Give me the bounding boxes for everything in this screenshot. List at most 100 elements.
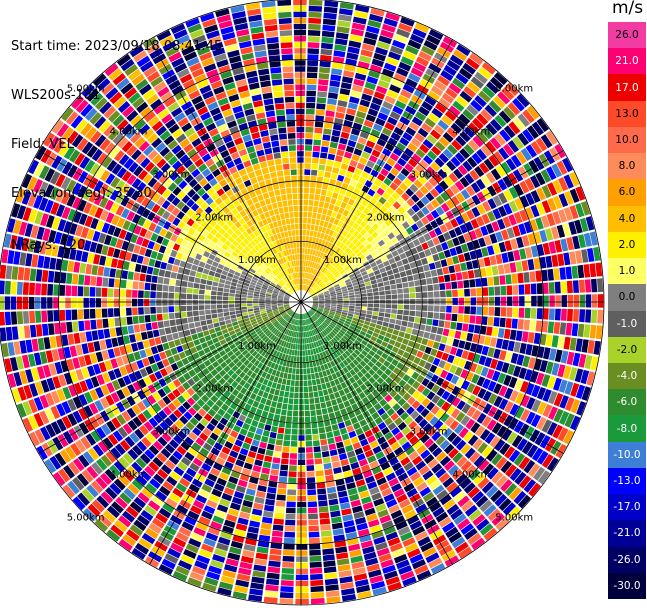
range-gate — [439, 41, 454, 53]
range-gate — [372, 265, 379, 272]
range-gate — [352, 16, 367, 25]
range-gate — [352, 237, 359, 245]
range-gate — [307, 507, 318, 514]
range-gate — [482, 378, 491, 390]
range-gate — [567, 294, 574, 308]
range-gate — [288, 367, 293, 374]
range-gate — [415, 259, 423, 267]
range-gate — [396, 362, 404, 370]
range-gate — [212, 281, 219, 287]
range-gate — [321, 445, 329, 452]
range-gate — [470, 182, 481, 194]
range-gate — [336, 416, 344, 424]
range-gate — [458, 306, 464, 314]
range-gate — [339, 2, 354, 10]
range-gate — [569, 415, 581, 431]
range-gate — [363, 37, 377, 46]
range-gate — [264, 455, 273, 463]
range-gate — [318, 164, 326, 171]
range-gate — [375, 324, 382, 330]
range-gate — [478, 90, 491, 103]
range-gate — [169, 319, 176, 327]
range-gate — [342, 237, 349, 244]
range-gate — [339, 361, 346, 369]
range-gate — [440, 259, 448, 267]
range-gate — [370, 183, 379, 192]
range-gate — [427, 90, 440, 102]
range-gate — [509, 403, 520, 416]
range-gate — [59, 284, 66, 296]
range-gate — [434, 260, 442, 269]
range-gate — [361, 496, 372, 505]
range-gate — [416, 429, 426, 439]
range-gate — [390, 45, 404, 55]
range-gate — [279, 390, 285, 397]
range-gate — [41, 297, 47, 309]
range-gate — [358, 176, 367, 185]
range-gate — [531, 295, 537, 307]
range-gate — [315, 360, 320, 367]
range-gate — [533, 332, 541, 345]
range-gate — [563, 429, 574, 445]
range-gate — [381, 271, 388, 278]
range-gate — [297, 489, 307, 496]
range-gate — [168, 299, 174, 306]
range-gate — [320, 146, 329, 153]
range-gate — [23, 311, 30, 324]
range-gate — [484, 336, 492, 346]
range-gate — [317, 494, 327, 501]
range-gate — [531, 447, 544, 462]
range-gate — [119, 307, 126, 317]
range-gate — [367, 219, 376, 227]
range-gate — [585, 294, 592, 308]
range-gate — [416, 210, 425, 219]
range-gate — [326, 281, 332, 286]
range-gate — [350, 264, 358, 270]
range-gate — [303, 368, 307, 375]
range-gate — [294, 54, 306, 60]
range-gate — [368, 272, 375, 278]
range-gate — [405, 446, 415, 456]
range-gate — [580, 369, 590, 385]
range-gate — [387, 116, 398, 126]
range-gate — [445, 526, 459, 539]
range-gate — [385, 12, 400, 22]
range-gate — [360, 257, 368, 264]
range-gate — [406, 466, 418, 477]
range-gate — [400, 456, 411, 467]
range-gate — [490, 489, 503, 503]
range-gate — [162, 299, 168, 306]
range-gate — [341, 76, 353, 84]
range-gate — [512, 136, 525, 150]
range-gate — [324, 241, 329, 248]
range-gate — [341, 311, 348, 316]
range-gate — [402, 537, 416, 547]
range-gate — [420, 368, 429, 377]
range-gate — [400, 326, 407, 332]
range-gate — [326, 264, 332, 270]
range-gate — [19, 340, 27, 354]
range-gate — [310, 579, 324, 587]
range-gate — [485, 123, 498, 136]
range-gate — [222, 304, 229, 309]
range-gate — [466, 406, 477, 418]
range-gate — [343, 295, 349, 299]
range-gate — [492, 208, 502, 220]
range-gate — [575, 186, 586, 201]
range-gate — [329, 380, 336, 387]
range-gate — [257, 422, 265, 430]
range-gate — [309, 398, 315, 404]
range-gate — [327, 355, 333, 362]
range-gate — [530, 190, 541, 203]
range-gate — [316, 353, 321, 360]
range-gate — [319, 518, 331, 525]
range-gate — [409, 553, 424, 564]
range-gate — [391, 250, 399, 257]
range-gate — [390, 334, 398, 341]
range-gate — [317, 291, 323, 295]
range-gate — [138, 315, 145, 324]
range-gate — [339, 318, 346, 323]
range-gate — [421, 242, 429, 251]
range-gate — [587, 340, 595, 354]
range-gate — [575, 384, 586, 399]
